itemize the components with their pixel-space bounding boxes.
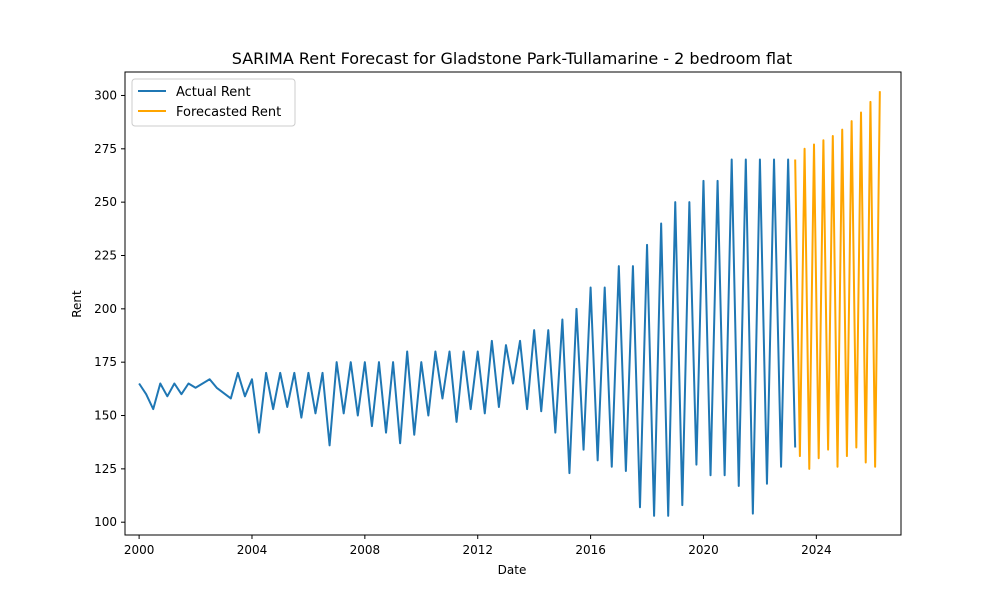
y-tick-label: 250 [94,195,117,209]
x-tick-label: 2020 [688,543,719,557]
legend-box [131,78,296,127]
y-tick-label: 300 [94,88,117,102]
x-tick-label: 2000 [124,543,155,557]
chart-title: SARIMA Rent Forecast for Gladstone Park-… [232,49,792,68]
y-axis-label: Rent [70,290,84,318]
y-tick-label: 150 [94,409,117,423]
x-axis-label: Date [498,563,527,577]
y-tick-label: 225 [94,248,117,262]
legend-label: Forecasted Rent [176,105,281,120]
series-line-forecasted-rent [794,91,881,470]
y-tick-label: 200 [94,302,117,316]
x-tick-label: 2024 [801,543,832,557]
y-tick-label: 125 [94,462,117,476]
x-tick-label: 2012 [462,543,493,557]
series-line-actual-rent [138,158,797,517]
legend: Actual Rent Forecasted Rent [131,78,296,127]
x-tick-label: 2004 [237,543,268,557]
x-tick-label: 2008 [350,543,381,557]
y-tick-label: 275 [94,142,117,156]
x-tick-label: 2016 [575,543,606,557]
legend-label: Actual Rent [176,85,251,100]
y-tick-label: 100 [94,515,117,529]
y-tick-label: 175 [94,355,117,369]
plot-frame [124,71,902,536]
